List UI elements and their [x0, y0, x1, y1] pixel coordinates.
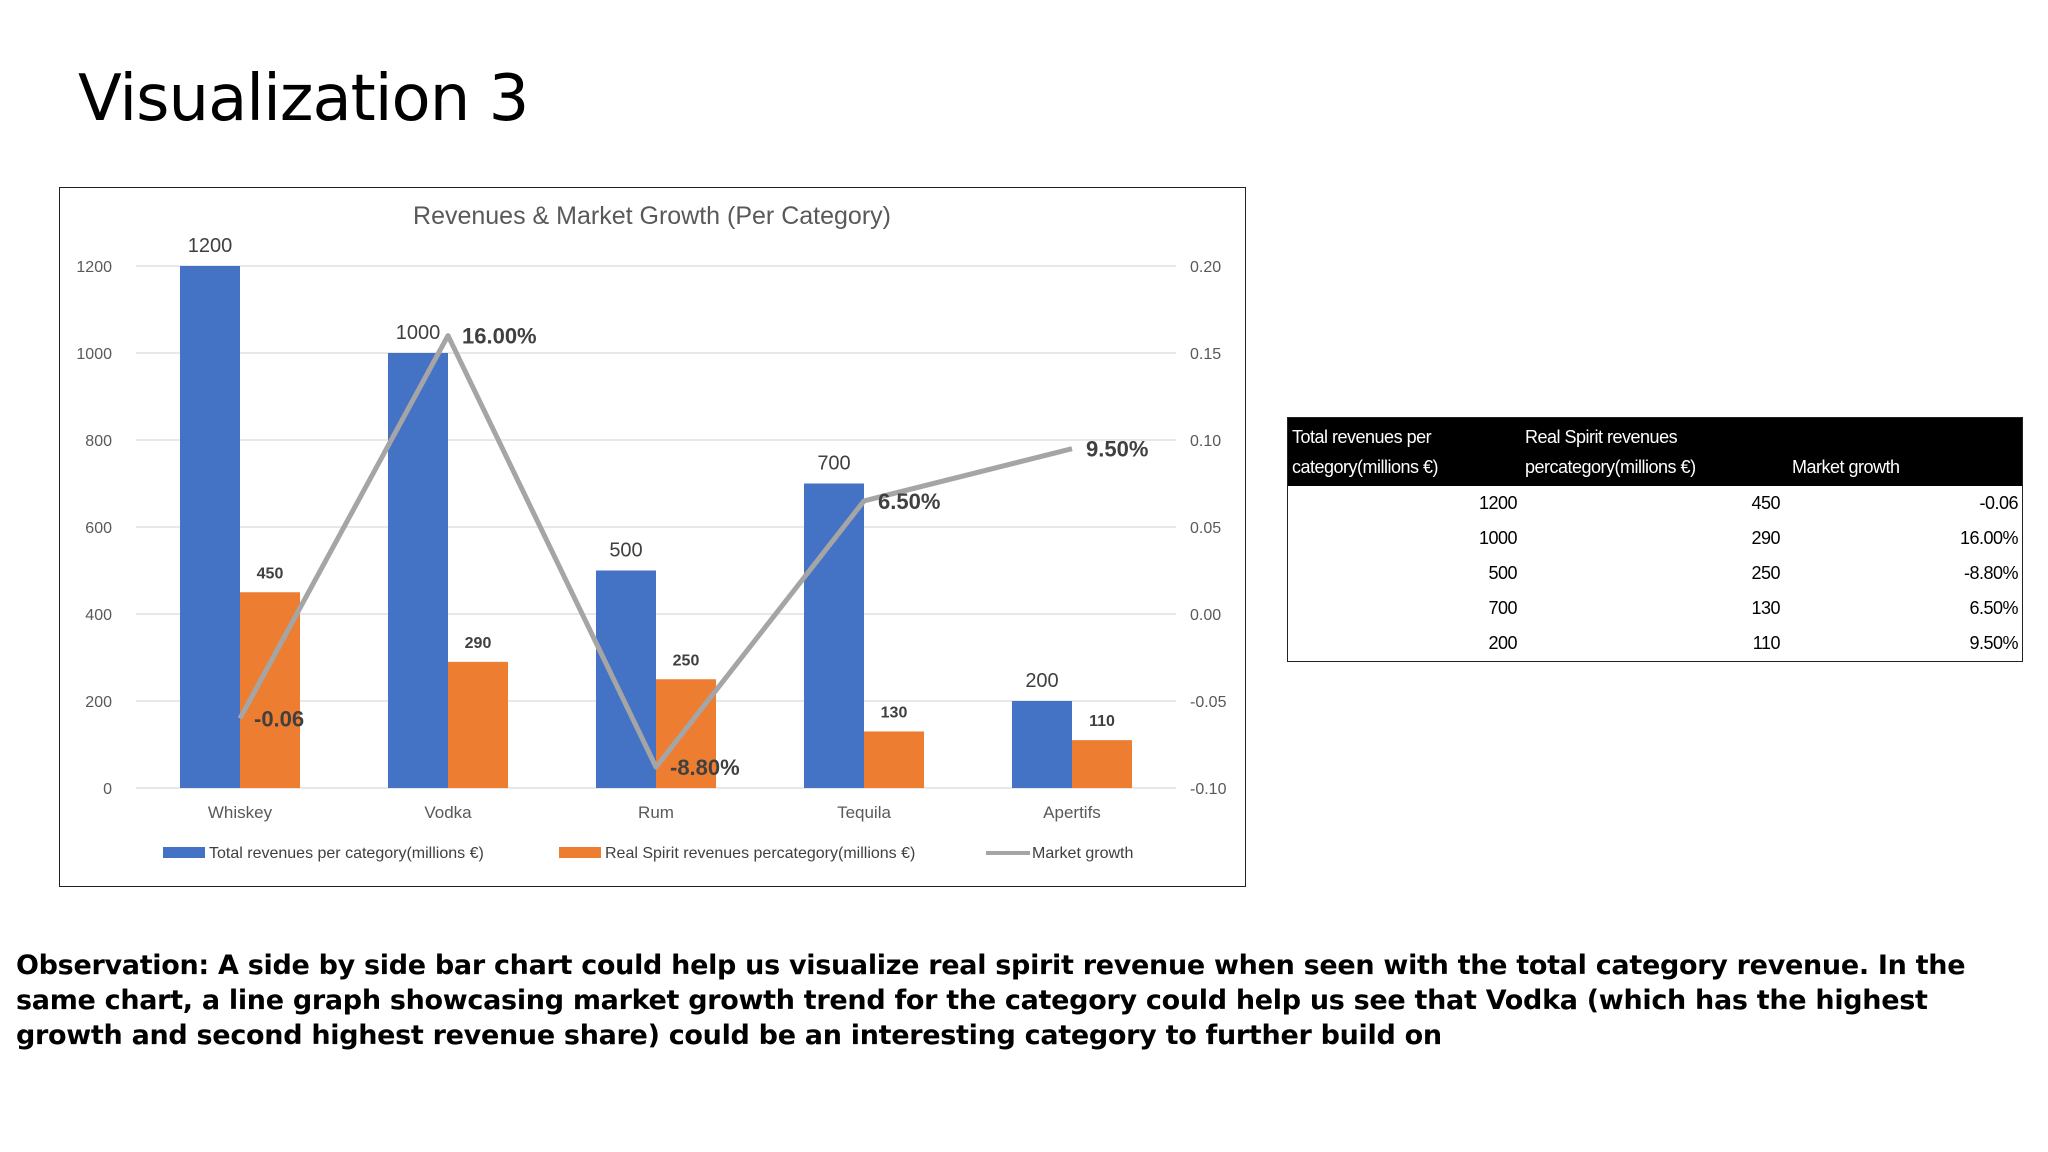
y-left-tick-label: 1200	[76, 259, 112, 276]
bar	[1012, 701, 1072, 788]
table-cell: 130	[1751, 598, 1780, 618]
table-header-real-spirit: Real Spirit revenues percategory(million…	[1521, 418, 1784, 487]
x-tick-label: Vodka	[424, 803, 472, 822]
table-cell: -0.06	[1979, 493, 2018, 513]
header-line: Real Spirit revenues	[1525, 427, 1678, 447]
legend-label: Real Spirit revenues percategory(million…	[605, 845, 915, 862]
legend-label: Market growth	[1032, 845, 1133, 862]
header-line: Market growth	[1792, 457, 1900, 477]
header-line: category(millions €)	[1292, 457, 1439, 477]
y-right-tick-label: 0.00	[1190, 607, 1221, 624]
table-cell: 9.50%	[1969, 633, 2018, 653]
table-header-growth: Market growth	[1784, 418, 2023, 487]
x-tick-label: Apertifs	[1043, 803, 1101, 822]
bar	[448, 661, 508, 788]
table-cell: 700	[1488, 598, 1517, 618]
table-row: 200 110 9.50%	[1288, 626, 2023, 662]
table-row: 700 130 6.50%	[1288, 591, 2023, 626]
table-cell: 500	[1488, 563, 1517, 583]
y-left-tick-label: 400	[85, 607, 112, 624]
table-cell: 1000	[1478, 528, 1518, 548]
table-cell: 1200	[1478, 493, 1518, 513]
bar-data-label: 250	[673, 652, 700, 669]
bar	[180, 266, 240, 788]
y-right-tick-label: 0.05	[1190, 520, 1221, 537]
table-cell: 250	[1751, 563, 1780, 583]
y-right-tick-label: -0.05	[1190, 694, 1227, 711]
y-left-tick-label: 600	[85, 520, 112, 537]
legend-label: Total revenues per category(millions €)	[209, 845, 484, 862]
slide-title: Visualization 3	[78, 62, 529, 136]
y-left-tick-label: 1000	[76, 346, 112, 363]
bar-data-label: 200	[1025, 670, 1058, 692]
line-data-label: 6.50%	[878, 489, 940, 514]
x-tick-label: Tequila	[837, 803, 891, 822]
combo-chart: Revenues & Market Growth (Per Category) …	[59, 187, 1246, 887]
bar-data-label: 500	[609, 540, 642, 562]
table-header-row: Total revenues per category(millions €) …	[1287, 417, 2023, 487]
bar-data-label: 450	[257, 565, 284, 582]
table-cell: 110	[1752, 633, 1781, 653]
y-left-tick-label: 200	[85, 694, 112, 711]
bar-data-label: 290	[465, 635, 492, 652]
y-right-tick-label: 0.15	[1190, 346, 1221, 363]
x-tick-label: Rum	[638, 803, 674, 822]
y-right-tick-label: 0.20	[1190, 259, 1221, 276]
table-cell: -8.80%	[1963, 563, 2019, 583]
legend-swatch	[559, 847, 601, 858]
data-table: Total revenues per category(millions €) …	[1287, 417, 2023, 662]
chart-canvas: Revenues & Market Growth (Per Category) …	[76, 202, 1227, 862]
bar	[656, 679, 716, 788]
bar-data-label: 110	[1089, 713, 1115, 730]
table-row: 500 250 -8.80%	[1288, 556, 2023, 591]
table-cell: 6.50%	[1969, 598, 2018, 618]
line-data-label: -8.80%	[670, 755, 740, 780]
table-cell: 450	[1751, 493, 1780, 513]
x-tick-label: Whiskey	[208, 803, 273, 822]
bar	[596, 570, 656, 788]
bar	[388, 353, 448, 788]
bar	[804, 483, 864, 788]
bar-data-label: 700	[817, 453, 850, 475]
legend-swatch	[163, 847, 205, 858]
header-line: percategory(millions €)	[1525, 457, 1696, 477]
bar-data-label: 130	[881, 704, 908, 721]
y-right-tick-label: 0.10	[1190, 433, 1221, 450]
table-row: 1200 450 -0.06	[1288, 486, 2023, 521]
y-right-tick-label: -0.10	[1190, 781, 1227, 798]
header-line: Total revenues per	[1292, 427, 1432, 447]
y-left-tick-label: 800	[85, 433, 112, 450]
line-data-label: 9.50%	[1086, 437, 1148, 462]
bar-data-label: 1200	[188, 235, 233, 257]
bar	[1072, 740, 1132, 788]
market-growth-line	[237, 333, 1073, 770]
line-data-label: -0.06	[254, 706, 304, 731]
observation-text: Observation: A side by side bar chart co…	[16, 950, 1966, 1051]
table-cell: 200	[1488, 633, 1517, 653]
bar-data-label: 1000	[396, 322, 441, 344]
table-cell: 16.00%	[1959, 528, 2019, 548]
chart-title: Revenues & Market Growth (Per Category)	[413, 202, 891, 230]
table-cell: 290	[1751, 528, 1780, 548]
y-left-tick-label: 0	[103, 781, 112, 798]
bar	[864, 731, 924, 788]
table-row: 1000 290 16.00%	[1288, 521, 2023, 556]
table-header-total: Total revenues per category(millions €)	[1288, 418, 1522, 487]
line-data-label: 16.00%	[462, 324, 537, 349]
